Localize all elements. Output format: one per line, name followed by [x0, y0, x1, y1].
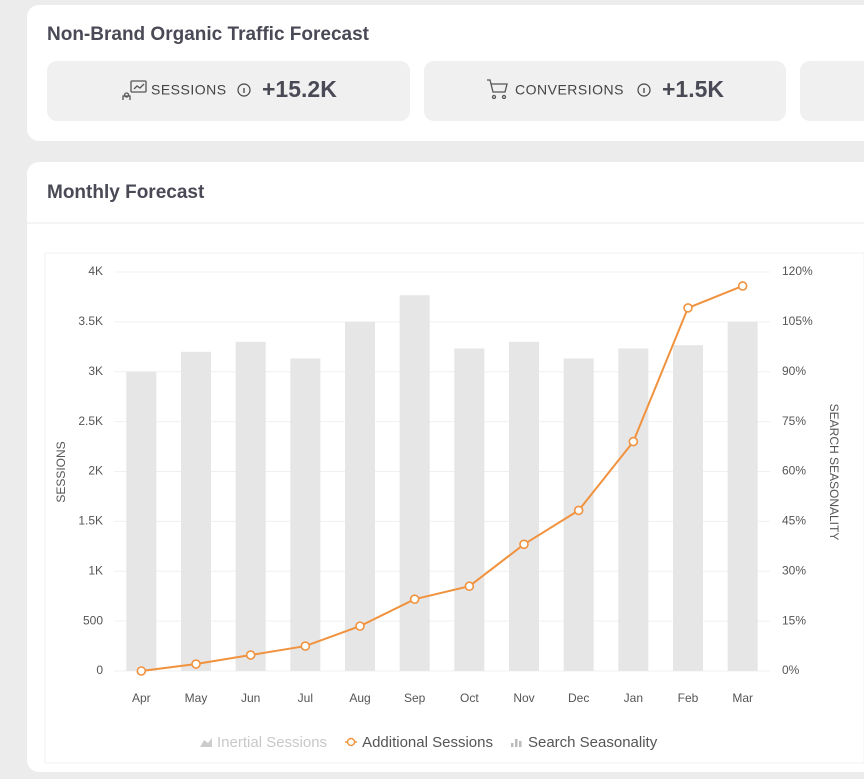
y2-tick-label: 90%	[782, 364, 806, 378]
x-tick-label: Oct	[460, 691, 479, 705]
card-title: Non-Brand Organic Traffic Forecast	[47, 24, 370, 45]
point	[573, 505, 584, 516]
x-tick-label: Feb	[678, 691, 699, 705]
x-tick-label: Jan	[624, 691, 643, 705]
kpi-box[interactable]	[800, 61, 864, 121]
y-tick-label: 3K	[88, 364, 103, 378]
point	[683, 303, 693, 313]
y2-tick-label: 75%	[782, 414, 806, 428]
y-axis-label: SESSIONS	[54, 441, 68, 502]
cart-icon	[487, 79, 508, 100]
point	[464, 581, 475, 592]
bar	[509, 341, 539, 671]
x-tick-label: Dec	[568, 691, 589, 705]
x-tick-label: Jun	[241, 691, 260, 705]
legend-swatch	[518, 741, 522, 747]
line	[141, 285, 744, 672]
legend-label: Search Seasonality	[528, 734, 658, 751]
y-tick-label: 2K	[88, 464, 103, 478]
bar	[673, 345, 703, 671]
bar	[181, 351, 211, 671]
card-title: Monthly Forecast	[47, 182, 205, 203]
y-tick-label: 2.5K	[78, 414, 103, 428]
kpi-box[interactable]	[47, 61, 410, 121]
bar	[454, 348, 485, 671]
y2-tick-label: 45%	[782, 514, 806, 528]
bar	[126, 371, 157, 671]
point	[191, 659, 201, 669]
y-tick-label: 500	[83, 613, 103, 627]
x-tick-label: Apr	[132, 691, 151, 705]
point	[409, 594, 420, 604]
bar	[345, 321, 375, 671]
y-tick-label: 0	[96, 663, 103, 677]
x-tick-label: Nov	[513, 691, 534, 705]
legend-swatch	[346, 737, 356, 747]
point	[737, 281, 748, 291]
y-tick-label: 4K	[88, 264, 103, 278]
point	[300, 641, 311, 651]
legend-swatch	[514, 739, 518, 747]
kpi-box[interactable]	[424, 61, 786, 121]
legend-label: Additional Sessions	[362, 734, 493, 751]
y2-tick-label: 60%	[782, 464, 806, 478]
point	[628, 436, 639, 447]
x-tick-label: Sep	[404, 691, 426, 705]
point	[245, 650, 256, 660]
kpi-value: +15.2K	[262, 76, 337, 102]
kpi-value: +1.5K	[662, 76, 724, 102]
legend-swatch	[200, 738, 212, 747]
legend-swatch	[510, 743, 514, 747]
y2-tick-label: 105%	[782, 314, 813, 328]
sessions-icon	[122, 80, 147, 100]
y2-axis-label: SEARCH SEASONALITY	[827, 404, 841, 541]
info-icon[interactable]	[237, 83, 251, 97]
bar	[727, 321, 758, 671]
x-tick-label: May	[185, 691, 208, 705]
bar	[618, 348, 649, 671]
point	[519, 539, 529, 550]
bar	[290, 358, 321, 671]
x-tick-label: Jul	[298, 691, 313, 705]
legend-label: Inertial Sessions	[217, 734, 327, 751]
point	[355, 621, 365, 631]
kpi-label: CONVERSIONS	[515, 82, 624, 98]
x-tick-label: Mar	[732, 691, 753, 705]
info-icon[interactable]	[637, 83, 651, 97]
bar	[399, 295, 430, 671]
kpi-label: SESSIONS	[151, 82, 227, 98]
y-tick-label: 3.5K	[78, 314, 103, 328]
y-tick-label: 1.5K	[78, 514, 103, 528]
bar	[235, 341, 266, 671]
x-tick-label: Aug	[349, 691, 370, 705]
y2-tick-label: 15%	[782, 613, 806, 627]
y2-tick-label: 120%	[782, 264, 813, 278]
y-tick-label: 1K	[88, 563, 103, 577]
point	[136, 666, 147, 676]
y2-tick-label: 30%	[782, 563, 806, 577]
y2-tick-label: 0%	[782, 663, 800, 677]
